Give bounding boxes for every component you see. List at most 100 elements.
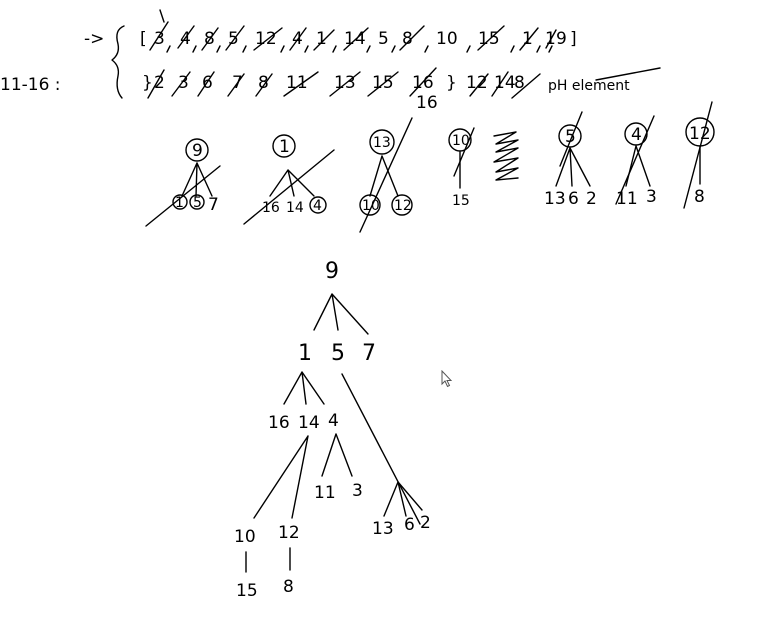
tail-item: 12 xyxy=(466,73,488,93)
list-item: 14 xyxy=(344,29,366,49)
tail-item: 8 xyxy=(514,73,525,93)
big-tree-level4-node: 12 xyxy=(278,523,300,543)
tree-edges xyxy=(269,169,315,197)
tree-child: 6 xyxy=(568,189,579,209)
strike-line xyxy=(145,165,221,227)
big-tree-edges-right xyxy=(383,481,423,517)
tree-child: 5 xyxy=(193,195,202,211)
tree-node-circle xyxy=(272,134,296,158)
big-tree: 9 1 5 7 16 14 4 11 3 13 6 2 10 12 15 8 xyxy=(234,259,431,601)
list-open-bracket: [ xyxy=(140,29,147,49)
big-tree-level5-node: 15 xyxy=(236,581,258,601)
strike-line xyxy=(683,101,713,209)
big-tree-level3-node: 2 xyxy=(420,513,431,533)
arrow-list-line: -> [ 3 4 8 5 12 4 1 14 5 8 10 15 1 1 9 ] xyxy=(84,9,577,99)
list-item: 9 xyxy=(556,29,567,49)
range-line: 11-16 : } 2 3 6 7 8 11 13 15 16 } 16 12 … xyxy=(0,67,661,113)
tree-root: 10 xyxy=(452,133,470,149)
big-tree-level2-node: 16 xyxy=(268,413,290,433)
small-tree-7: 12 8 xyxy=(683,101,715,209)
big-tree-level3-node: 3 xyxy=(352,481,363,501)
big-tree-edges-level1 xyxy=(283,371,325,405)
tree-child: 14 xyxy=(286,200,304,216)
list-item: 5 xyxy=(378,29,389,49)
list-item: 1 xyxy=(522,29,533,49)
big-tree-level3-node: 6 xyxy=(404,515,415,535)
list-item: 3 xyxy=(154,29,165,49)
tree-node-circle xyxy=(624,122,648,146)
big-tree-level1-node: 5 xyxy=(331,341,345,366)
tree-node-circle xyxy=(189,194,205,210)
big-tree-level3-node: 11 xyxy=(314,483,336,503)
small-tree-3: 13 10 12 xyxy=(359,117,413,233)
set-item: 3 xyxy=(178,73,189,93)
tree-root: 1 xyxy=(279,137,290,157)
comma-marks xyxy=(166,45,553,53)
big-tree-level2-node: 14 xyxy=(298,413,320,433)
big-tree-level5-node: 8 xyxy=(283,577,294,597)
range-label: 11-16 : xyxy=(0,75,61,95)
big-tree-edges-level4 xyxy=(245,547,291,573)
list-item: 1 xyxy=(316,29,327,49)
tree-child: 11 xyxy=(616,189,638,209)
tree-node-circle xyxy=(309,196,327,214)
set-close-brace: } xyxy=(446,73,457,93)
set-item: 11 xyxy=(286,73,308,93)
big-tree-level1-node: 1 xyxy=(298,341,312,366)
set-open-brace: } xyxy=(142,73,153,93)
strike-line xyxy=(453,127,475,177)
list-close-bracket: ] xyxy=(570,29,577,49)
big-tree-level2-node: 4 xyxy=(328,411,339,431)
small-tree-5: 5 13 6 2 xyxy=(544,111,597,209)
tree-child: 3 xyxy=(646,187,657,207)
tree-node-circle xyxy=(185,138,209,162)
big-tree-level4-node: 10 xyxy=(234,527,256,547)
set-item: 2 xyxy=(154,73,165,93)
small-tree-1: 9 1 5 7 xyxy=(145,138,221,227)
tree-root: 12 xyxy=(689,124,711,144)
tree-child: 16 xyxy=(262,200,280,216)
tree-child: 15 xyxy=(452,193,470,209)
strike-marks xyxy=(149,9,557,51)
strike-line xyxy=(243,149,335,225)
big-tree-root: 9 xyxy=(325,259,339,284)
tree-root: 4 xyxy=(631,125,642,145)
tree-child: 4 xyxy=(313,198,322,214)
list-item: 8 xyxy=(402,29,413,49)
tree-node-circle xyxy=(391,194,413,216)
tree-child: 8 xyxy=(694,187,705,207)
tree-child: 2 xyxy=(586,189,597,209)
big-tree-level3-node: 13 xyxy=(372,519,394,539)
tree-node-circle xyxy=(369,129,395,155)
strike-line xyxy=(559,111,583,167)
list-item: 15 xyxy=(478,29,500,49)
tree-child: 12 xyxy=(394,198,412,214)
left-brace-mark xyxy=(111,25,125,99)
small-tree-2: 1 16 14 4 xyxy=(243,134,335,225)
tree-node-circle xyxy=(558,124,582,148)
big-tree-edge-long xyxy=(341,373,421,525)
big-tree-edges-root xyxy=(313,293,369,335)
list-item: 4 xyxy=(180,29,191,49)
small-tree-6: 4 11 3 xyxy=(615,115,657,209)
strike-line xyxy=(359,117,413,233)
tree-child: 10 xyxy=(362,198,380,214)
tree-node-circle xyxy=(172,194,188,210)
tail-item: 14 xyxy=(494,73,516,93)
tree-child: 13 xyxy=(544,189,566,209)
set-extra-item: 16 xyxy=(416,93,438,113)
tree-edges xyxy=(555,147,591,187)
tree-root: 5 xyxy=(565,127,576,147)
small-tree-4: 10 15 xyxy=(448,127,519,209)
arrow-symbol: -> xyxy=(84,29,104,49)
tree-root: 13 xyxy=(373,135,391,151)
list-item: 12 xyxy=(255,29,277,49)
big-tree-edges-level2 xyxy=(253,433,353,519)
tree-child: 7 xyxy=(208,195,219,215)
tree-child: 1 xyxy=(175,195,184,211)
mouse-pointer-icon xyxy=(441,370,453,388)
set-item: 8 xyxy=(258,73,269,93)
tree-edges xyxy=(369,155,399,197)
